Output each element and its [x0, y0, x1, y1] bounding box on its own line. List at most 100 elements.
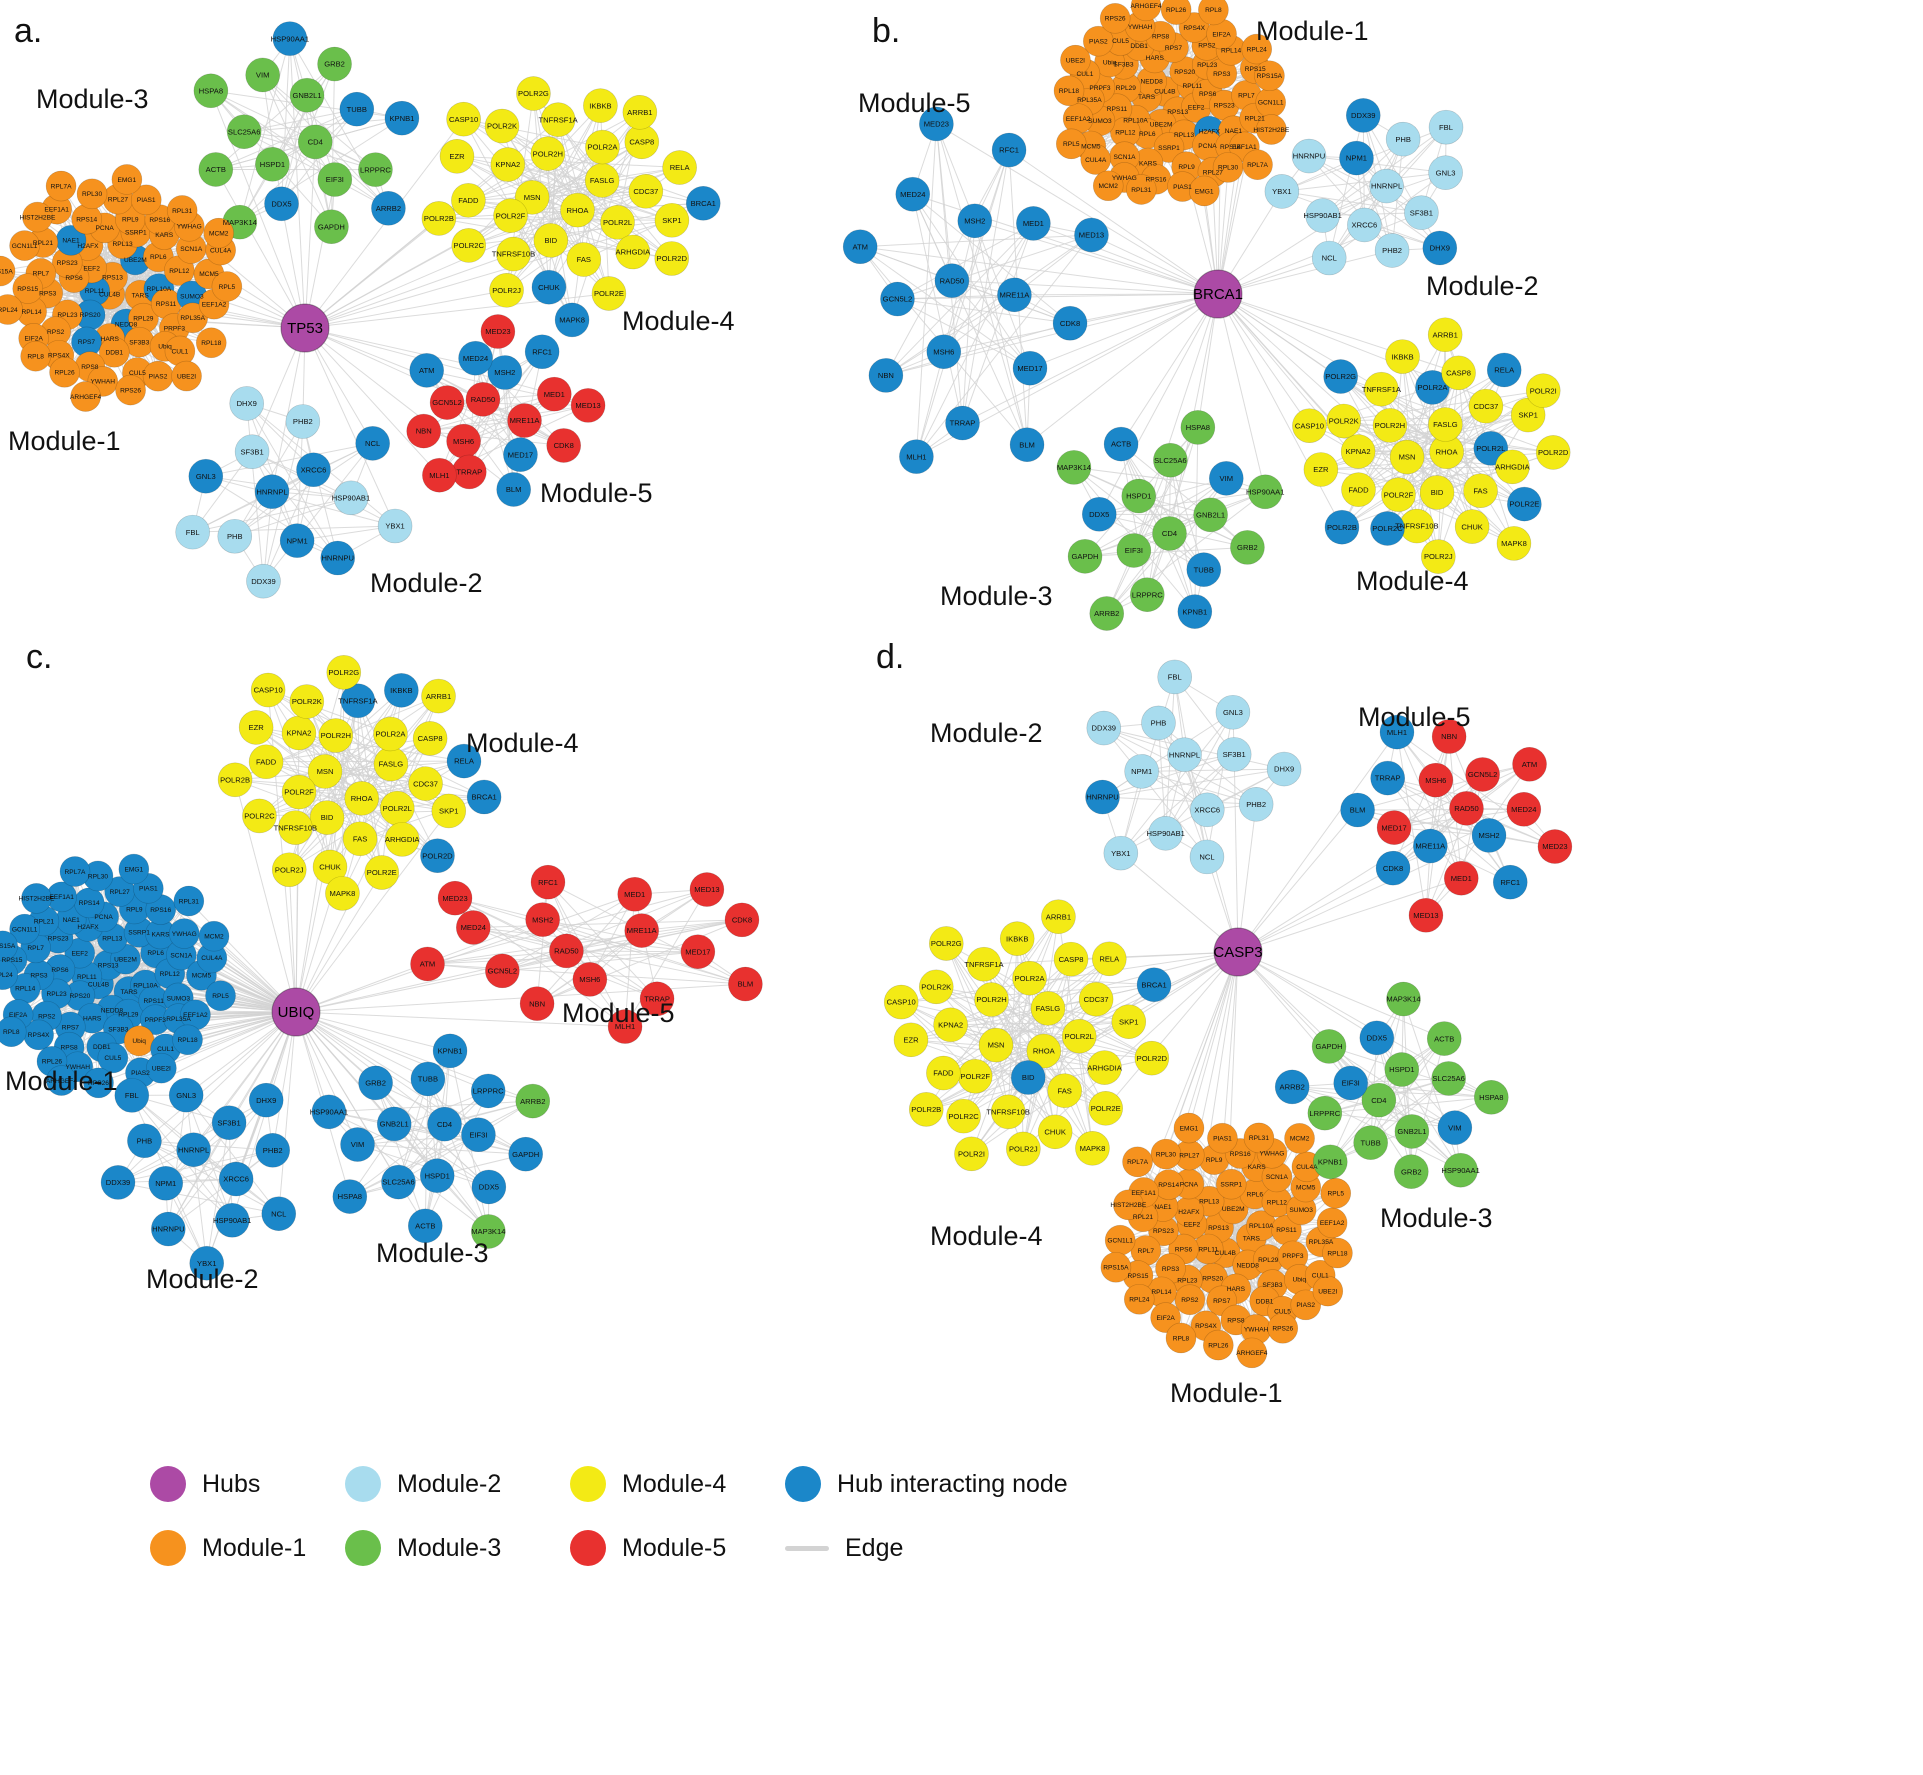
gene-label: RPL10A	[1123, 117, 1148, 124]
gene-label: ARHGDIA	[1087, 1063, 1123, 1072]
gene-node	[639, 981, 675, 1017]
gene-node	[549, 933, 584, 969]
gene-label: RPL5	[219, 284, 236, 291]
gene-label: Ubiq	[132, 1038, 146, 1045]
gene-label: RPS2	[47, 329, 65, 336]
gene-label: SUMO3	[1088, 118, 1112, 125]
module-edge	[1308, 155, 1446, 174]
hub-edge	[304, 327, 440, 476]
gene-node	[311, 1094, 347, 1130]
gene-node	[728, 966, 763, 1002]
gene-label: SCN1A	[1266, 1174, 1289, 1181]
gene-label: TNFRSF10B	[1395, 522, 1438, 531]
gene-label: RPL6	[150, 254, 167, 261]
gene-label: EZR	[903, 1035, 919, 1044]
gene-label: RPL7	[1238, 93, 1255, 100]
gene-label: SLC25A6	[1432, 1074, 1465, 1083]
gene-label: PRPF3	[1282, 1253, 1304, 1260]
module-edge	[962, 220, 976, 424]
gene-label: RPS26	[1105, 16, 1126, 23]
gene-node	[384, 822, 420, 857]
gene-node	[1053, 941, 1089, 977]
gene-label: RHOA	[351, 794, 374, 803]
gene-label: HSPA8	[1186, 423, 1210, 432]
gene-label: PIAS2	[149, 373, 168, 380]
module-edge	[1387, 777, 1524, 810]
gene-node	[1016, 206, 1051, 241]
gene-label: RPL11	[85, 288, 105, 295]
gene-node	[946, 1098, 981, 1134]
gene-label: RFC1	[999, 146, 1019, 155]
gene-node	[689, 872, 725, 907]
gene-node	[171, 360, 202, 392]
gene-label: RPS11	[1107, 106, 1128, 113]
gene-node	[9, 230, 40, 261]
gene-label: RPL14	[22, 309, 42, 316]
gene-label: POLR2C	[244, 812, 275, 821]
gene-node	[407, 1208, 443, 1244]
panel-letter: a.	[14, 12, 42, 50]
gene-label: MSN	[524, 193, 541, 202]
legend-item-module-5: Module-5	[570, 1530, 775, 1566]
module-label: Module-4	[466, 728, 579, 758]
gene-label: MED1	[544, 390, 565, 399]
gene-node	[1324, 509, 1360, 545]
gene-label: TNFRSF10B	[986, 1107, 1029, 1116]
module-edge	[1324, 1112, 1455, 1129]
module-edge	[165, 1149, 273, 1184]
hub-edge	[304, 289, 507, 329]
module-edge	[1328, 1046, 1456, 1129]
module-edge	[246, 403, 298, 541]
gene-label: SLC25A6	[1154, 456, 1187, 465]
legend-label: Module-1	[202, 1533, 307, 1562]
gene-label: HSPD1	[1389, 1065, 1414, 1074]
gene-label: KARS	[1139, 160, 1158, 167]
module-edge	[550, 239, 672, 259]
gene-label: CUL4A	[1296, 1164, 1318, 1171]
gene-node	[172, 1024, 203, 1056]
gene-label: EEF2	[1184, 1222, 1201, 1229]
hub-edge	[295, 950, 567, 1013]
gene-label: RPS26	[120, 387, 141, 394]
gene-node	[1361, 1082, 1397, 1118]
gene-node	[1431, 1061, 1466, 1096]
gene-label: MED23	[485, 327, 510, 336]
gene-node	[1122, 1146, 1153, 1178]
gene-label: RAD50	[940, 276, 964, 285]
gene-node	[1012, 960, 1047, 996]
gene-node	[1203, 1329, 1234, 1361]
gene-node	[1193, 497, 1228, 533]
gene-label: RHOA	[567, 206, 590, 215]
gene-label: KPNB1	[1318, 1157, 1343, 1166]
gene-label: HSP90AA1	[271, 34, 309, 43]
gene-node	[1443, 860, 1479, 896]
gene-label: MED24	[900, 190, 925, 199]
hub-edge	[974, 220, 1219, 295]
hub-node	[1193, 269, 1243, 319]
hub-edge	[1237, 951, 1445, 1040]
gene-label: RPL18	[1327, 1250, 1347, 1257]
gene-label: RAD50	[554, 947, 578, 956]
gene-label: MED1	[624, 890, 645, 899]
gene-label: CDK8	[1060, 319, 1080, 328]
gene-node	[373, 716, 408, 752]
gene-label: H2AFX	[1199, 129, 1221, 136]
module-label: Module-3	[36, 84, 149, 114]
gene-node	[1359, 1020, 1395, 1056]
gene-node	[1266, 751, 1302, 787]
gene-label: EEF2	[71, 950, 88, 957]
hub-edge	[188, 900, 297, 1013]
gene-label: CUL4B	[88, 981, 110, 988]
gene-node	[496, 236, 531, 272]
gene-node	[1496, 526, 1532, 561]
gene-label: MED24	[461, 923, 486, 932]
gene-label: POLR2C	[948, 1112, 979, 1121]
gene-node	[238, 710, 274, 745]
gene-label: CUL4A	[201, 955, 223, 962]
gene-node	[226, 114, 262, 150]
gene-label: ATM	[852, 242, 867, 251]
gene-node	[1173, 1112, 1205, 1144]
gene-label: RAD50	[471, 395, 495, 404]
gene-node	[607, 1009, 643, 1044]
gene-node	[198, 152, 234, 187]
